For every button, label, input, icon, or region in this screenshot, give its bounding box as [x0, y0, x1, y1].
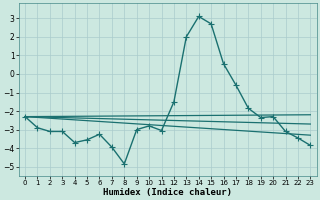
- X-axis label: Humidex (Indice chaleur): Humidex (Indice chaleur): [103, 188, 232, 197]
